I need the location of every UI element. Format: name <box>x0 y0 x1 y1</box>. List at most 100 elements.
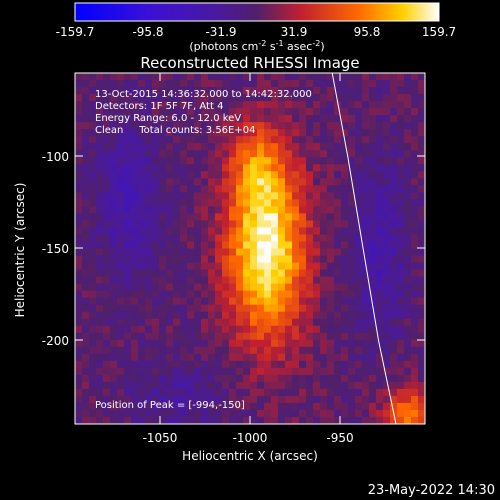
heatmap-cell <box>390 164 398 172</box>
heatmap-cell <box>201 325 209 334</box>
heatmap-cell <box>278 227 286 236</box>
heatmap-cell <box>82 234 90 243</box>
heatmap-cell <box>152 290 160 299</box>
heatmap-cell <box>110 136 118 144</box>
heatmap-cell <box>201 346 209 355</box>
heatmap-cell <box>278 318 286 327</box>
heatmap-cell <box>138 367 146 376</box>
heatmap-cell <box>138 220 146 229</box>
heatmap-cell <box>376 199 384 207</box>
heatmap-cell <box>180 332 188 341</box>
heatmap-cell <box>404 206 412 214</box>
heatmap-cell <box>355 108 363 116</box>
heatmap-cell <box>124 297 132 306</box>
heatmap-cell <box>117 353 125 362</box>
heatmap-cell <box>117 290 125 299</box>
heatmap-cell <box>194 157 202 165</box>
heatmap-cell <box>334 248 342 257</box>
heatmap-cell <box>215 318 223 327</box>
heatmap-cell <box>145 388 153 397</box>
heatmap-cell <box>418 318 425 327</box>
heatmap-cell <box>292 367 300 376</box>
heatmap-cell <box>418 325 425 334</box>
heatmap-cell <box>376 346 384 355</box>
heatmap-cell <box>271 115 279 123</box>
heatmap-cell <box>229 367 237 376</box>
heatmap-cell <box>215 409 223 418</box>
heatmap-cell <box>110 73 118 81</box>
heatmap-cell <box>383 276 391 285</box>
heatmap-cell <box>138 234 146 243</box>
heatmap-cell <box>348 402 356 411</box>
heatmap-cell <box>320 234 328 243</box>
heatmap-cell <box>376 304 384 313</box>
heatmap-cell <box>75 220 83 229</box>
heatmap-cell <box>229 381 237 390</box>
heatmap-cell <box>187 304 195 313</box>
heatmap-cell <box>89 374 97 383</box>
heatmap-cell <box>173 101 181 109</box>
heatmap-cell <box>327 248 335 257</box>
heatmap-cell <box>306 332 314 341</box>
heatmap-cell <box>264 395 272 404</box>
heatmap-cell <box>383 206 391 214</box>
heatmap-cell <box>362 409 370 418</box>
heatmap-cell <box>243 360 251 369</box>
heatmap-cell <box>299 325 307 334</box>
heatmap-cell <box>250 185 258 193</box>
y-tick-label-2: -150 <box>42 242 69 256</box>
heatmap-cell <box>117 122 125 130</box>
heatmap-cell <box>418 150 425 158</box>
heatmap-cell <box>138 178 146 186</box>
heatmap-cell <box>243 388 251 397</box>
heatmap-cell <box>243 73 251 81</box>
heatmap-cell <box>201 339 209 348</box>
heatmap-cell <box>397 199 405 207</box>
heatmap-cell <box>124 290 132 299</box>
heatmap-cell <box>299 227 307 236</box>
heatmap-cell <box>152 199 160 207</box>
heatmap-cell <box>89 367 97 376</box>
heatmap-cell <box>390 73 398 81</box>
heatmap-cell <box>306 178 314 186</box>
heatmap-cell <box>243 157 251 165</box>
heatmap-cell <box>243 108 251 116</box>
heatmap-cell <box>194 108 202 116</box>
heatmap-cell <box>348 227 356 236</box>
heatmap-cell <box>131 80 139 88</box>
heatmap-cell <box>96 269 104 278</box>
heatmap-cell <box>418 269 425 278</box>
heatmap-cell <box>131 234 139 243</box>
y-tick-label-1: -100 <box>42 150 69 164</box>
heatmap-cell <box>292 199 300 207</box>
heatmap-cell <box>180 304 188 313</box>
heatmap-cell <box>299 409 307 418</box>
heatmap-cell <box>103 157 111 165</box>
heatmap-cell <box>313 416 321 424</box>
heatmap-cell <box>390 94 398 102</box>
heatmap-cell <box>355 248 363 257</box>
heatmap-cell <box>124 122 132 130</box>
heatmap-cell <box>397 192 405 200</box>
annotation-clean: Clean Total counts: 3.56E+04 <box>95 125 255 136</box>
heatmap-cell <box>159 94 167 102</box>
heatmap-cell <box>355 269 363 278</box>
heatmap-cell <box>180 353 188 362</box>
heatmap-cell <box>124 129 132 137</box>
heatmap-cell <box>397 395 405 404</box>
heatmap-cell <box>110 297 118 306</box>
heatmap-cell <box>306 136 314 144</box>
heatmap-cell <box>250 353 258 362</box>
heatmap-cell <box>96 241 104 250</box>
heatmap-cell <box>299 290 307 299</box>
heatmap-cell <box>229 129 237 137</box>
heatmap-cell <box>411 178 419 186</box>
heatmap-cell <box>376 129 384 137</box>
heatmap-cell <box>236 108 244 116</box>
heatmap-cell <box>145 255 153 264</box>
heatmap-cell <box>110 388 118 397</box>
heatmap-cell <box>82 143 90 151</box>
heatmap-cell <box>166 101 174 109</box>
heatmap-cell <box>334 325 342 334</box>
heatmap-cell <box>152 395 160 404</box>
